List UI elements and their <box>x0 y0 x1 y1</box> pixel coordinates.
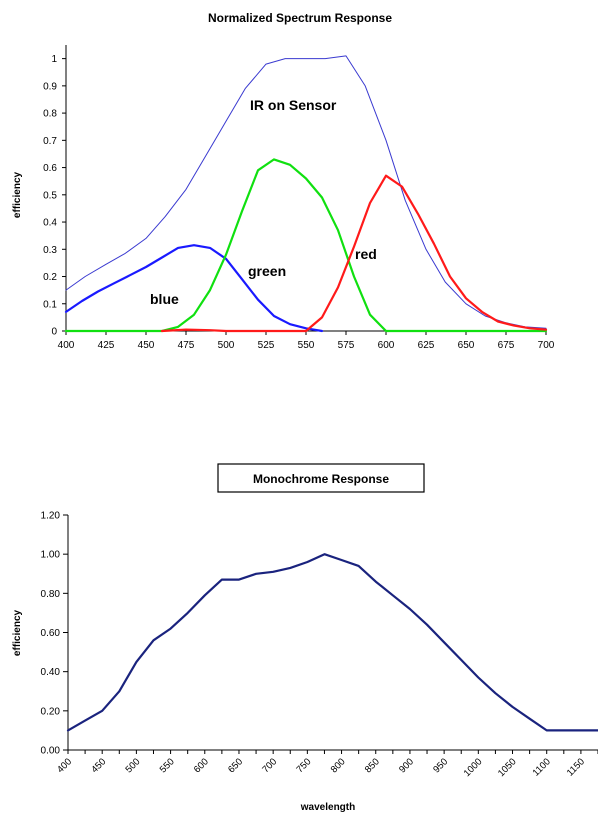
chart2-xlabel: wavelength <box>300 802 355 813</box>
chart1-x-tick-label: 700 <box>538 340 555 350</box>
chart1-x-tick-label: 475 <box>178 340 195 350</box>
annotation-ir-on-sensor: IR on Sensor <box>250 97 337 113</box>
chart1-y-tick-label: 0.4 <box>43 218 57 229</box>
chart1-y-tick-label: 0.8 <box>43 109 57 120</box>
chart2-series-group <box>66 553 598 732</box>
chart2-x-tick-label: 950 <box>431 756 450 775</box>
series-line-blue <box>64 244 324 333</box>
chart2-x-tick-label: 550 <box>158 756 177 775</box>
chart1-x-tick-label: 500 <box>218 340 235 350</box>
chart2-y-tick-label: 0.20 <box>41 706 61 717</box>
series-line-green <box>64 158 548 333</box>
annotation-red: red <box>355 246 377 262</box>
chart1-y-tick-label: 0 <box>51 327 57 338</box>
chart1-x-tick-label: 650 <box>458 340 475 350</box>
chart2-y-tick-label: 0.00 <box>41 746 61 757</box>
chart1-ylabel: efficiency <box>12 171 23 218</box>
chart1-x-tick-label: 600 <box>378 340 395 350</box>
chart2-axes: 0.00 0.20 0.40 0.60 0.80 1.00 1.20 400 450 500 550… <box>41 511 598 779</box>
chart2-x-tick-label: 800 <box>329 756 348 775</box>
chart2-x-tick-label: 1150 <box>565 756 587 778</box>
chart2-y-tick-label: 1.00 <box>41 550 61 561</box>
monochrome-response-chart: Monochrome Response efficiency wavelengt… <box>12 463 598 813</box>
chart1-y-tick-label: 0.3 <box>43 245 57 256</box>
chart2-y-tick-label: 0.60 <box>41 628 61 639</box>
chart2-y-tick-label: 1.20 <box>41 511 61 522</box>
chart1-x-tick-label: 675 <box>498 340 515 350</box>
chart1-x-tick-label: 425 <box>98 340 115 350</box>
chart2-x-tick-label: 500 <box>124 756 143 775</box>
annotation-green: green <box>248 263 286 279</box>
series-line-red <box>160 174 548 333</box>
chart1-x-tick-label: 525 <box>258 340 275 350</box>
chart2-y-tick-label: 0.80 <box>41 589 61 600</box>
chart2-x-tick-label: 1050 <box>496 756 519 779</box>
normalized-spectrum-chart: Normalized Spectrum Response efficiency … <box>12 11 555 350</box>
chart1-x-tick-label: 625 <box>418 340 435 350</box>
chart1-y-tick-label: 0.7 <box>43 136 57 147</box>
chart2-x-tick-label: 600 <box>192 756 211 775</box>
chart1-series-group <box>64 55 548 333</box>
chart2-x-tick-label: 650 <box>226 756 245 775</box>
chart2-x-tick-label: 1100 <box>531 756 553 778</box>
chart1-y-tick-label: 0.1 <box>43 299 57 310</box>
chart2-x-tick-label: 1000 <box>462 756 485 779</box>
series-line-monochrome <box>66 553 598 732</box>
chart2-x-tick-label: 850 <box>363 756 382 775</box>
chart1-y-tick-label: 1 <box>51 54 57 65</box>
chart1-x-tick-label: 450 <box>138 340 155 350</box>
chart1-x-tick-label: 400 <box>58 340 75 350</box>
chart2-y-tick-label: 0.40 <box>41 667 61 678</box>
chart2-x-tick-label: 450 <box>89 756 108 775</box>
chart2-x-tick-label: 400 <box>55 756 74 775</box>
chart1-x-tick-label: 550 <box>298 340 315 350</box>
chart1-y-tick-label: 0.2 <box>43 272 57 283</box>
chart1-title: Normalized Spectrum Response <box>208 11 392 25</box>
chart1-y-tick-label: 0.9 <box>43 81 57 92</box>
annotation-blue: blue <box>150 291 179 307</box>
chart2-title-box <box>217 463 425 493</box>
chart2-ylabel: efficiency <box>12 609 23 656</box>
chart1-axes: 0 0.1 0.2 0.3 0.4 0.5 0.6 0.7 0.8 0.9 1 400 425 450 47… <box>43 45 555 350</box>
chart1-y-tick-label: 0.6 <box>43 163 57 174</box>
series-line-ir-on-sensor <box>65 55 547 329</box>
chart1-y-tick-label: 0.5 <box>43 190 57 201</box>
chart1-x-tick-label: 575 <box>338 340 355 350</box>
chart2-x-tick-label: 700 <box>260 756 279 775</box>
chart2-x-tick-label: 900 <box>397 756 416 775</box>
chart2-x-tick-label: 750 <box>294 756 313 775</box>
chart2-title: Monochrome Response <box>253 472 389 486</box>
